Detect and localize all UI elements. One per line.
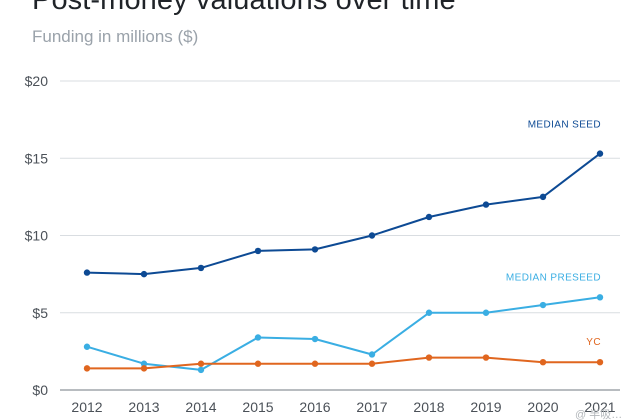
x-tick-label: 2013 [128, 399, 159, 415]
data-point [482, 354, 490, 361]
y-tick-label: $10 [25, 228, 49, 244]
x-tick-label: 2014 [185, 399, 216, 415]
data-point [425, 354, 433, 361]
series-line [86, 296, 601, 371]
data-point [254, 360, 262, 367]
y-tick-label: $5 [32, 305, 48, 321]
x-tick-label: 2017 [356, 399, 387, 415]
series-labels: MEDIAN SEED MEDIAN PRESEED YC [506, 120, 601, 349]
x-tick-label: 2012 [71, 399, 102, 415]
data-point [482, 309, 490, 316]
x-tick-label: 2018 [413, 399, 444, 415]
data-point [140, 270, 148, 278]
series-line [86, 152, 601, 276]
grid-lines [60, 80, 620, 391]
data-point [311, 335, 319, 343]
series-median-seed [83, 150, 604, 278]
data-point [197, 264, 205, 272]
chart-subtitle: Funding in millions ($) [32, 27, 199, 46]
y-tick-label: $0 [32, 382, 48, 398]
series-label: MEDIAN SEED [528, 120, 601, 131]
watermark-text: @ 半吸… [575, 407, 622, 420]
y-tick-label: $15 [25, 150, 49, 166]
series-yc [83, 354, 604, 372]
x-tick-label: 2016 [299, 399, 330, 415]
data-point [482, 201, 490, 208]
chart-title: Post-money valuations over time [32, 0, 456, 16]
data-point [425, 213, 433, 221]
data-point [539, 193, 547, 201]
data-point [254, 334, 262, 341]
data-point [140, 360, 148, 367]
data-point [311, 360, 319, 367]
data-point [197, 366, 205, 374]
data-point [311, 246, 319, 253]
data-point [596, 358, 604, 366]
series-line [86, 356, 601, 370]
data-point [140, 365, 148, 372]
data-point [83, 365, 91, 372]
data-point [197, 360, 205, 367]
data-point [83, 269, 91, 276]
x-axis-ticks: 2012 2013 2014 2015 2016 2017 2018 2019 2020 2021 [71, 399, 615, 415]
data-point [368, 351, 376, 358]
data-point [254, 247, 262, 255]
series-label: YC [586, 337, 601, 348]
series-lines [83, 150, 604, 374]
data-point [539, 358, 547, 366]
x-tick-label: 2020 [527, 399, 558, 415]
series-label: MEDIAN PRESEED [506, 272, 601, 283]
data-point [596, 150, 604, 157]
data-point [425, 309, 433, 316]
x-tick-label: 2019 [470, 399, 501, 415]
x-tick-label: 2021 [584, 399, 615, 415]
y-axis-ticks: $0 $5 $10 $15 $20 [25, 73, 49, 398]
data-point [596, 294, 604, 301]
data-point [539, 301, 547, 309]
y-tick-label: $20 [25, 73, 49, 89]
data-point [368, 232, 376, 239]
data-point [83, 343, 91, 350]
data-point [368, 360, 376, 367]
x-tick-label: 2015 [242, 399, 273, 415]
